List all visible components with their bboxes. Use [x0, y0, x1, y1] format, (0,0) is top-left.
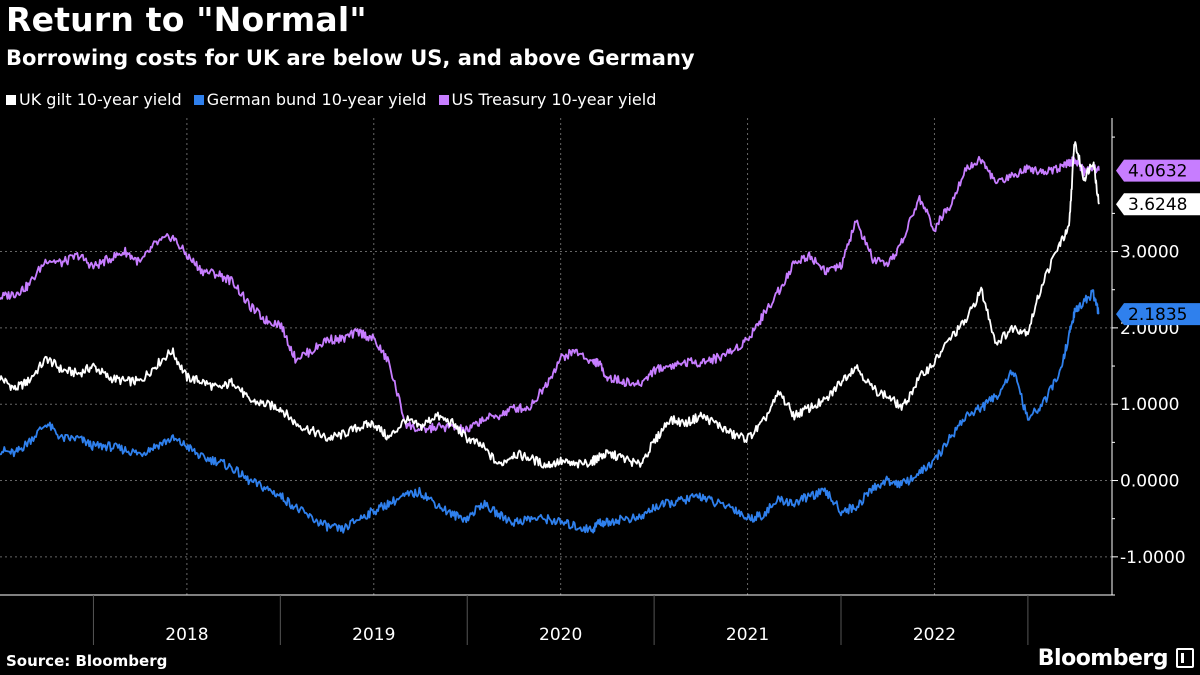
end-value-badge: [1116, 193, 1200, 216]
legend-swatch-de: [193, 94, 204, 105]
end-value-label: 3.6248: [1128, 195, 1187, 215]
x-tick-label: 2019: [352, 625, 395, 645]
source-note: Source: Bloomberg: [6, 652, 168, 670]
legend-label-uk: UK gilt 10-year yield: [19, 90, 182, 109]
y-tick-label: 1.0000: [1120, 395, 1179, 415]
brand-icon: [1176, 648, 1194, 668]
series-line-0: [0, 141, 1100, 469]
x-tick-label: 2021: [726, 625, 769, 645]
legend-swatch-uk: [6, 94, 16, 105]
end-value-label: 4.0632: [1128, 162, 1187, 182]
end-value-label: 2.1835: [1128, 305, 1187, 325]
y-tick-label: -1.0000: [1120, 548, 1186, 568]
legend-label-us: US Treasury 10-year yield: [451, 90, 657, 109]
chart-title: Return to "Normal": [6, 0, 367, 39]
x-tick-label: 2018: [165, 625, 208, 645]
legend-item-de: German bund 10-year yield: [193, 90, 427, 109]
chart-legend: UK gilt 10-year yield German bund 10-yea…: [6, 90, 656, 109]
series-line-1: [0, 289, 1100, 534]
x-tick-label: 2022: [913, 625, 956, 645]
legend-label-de: German bund 10-year yield: [206, 90, 427, 109]
series-line-2: [0, 155, 1100, 435]
x-tick-label: 2020: [539, 625, 582, 645]
end-value-badge: [1116, 159, 1200, 182]
chart-subtitle: Borrowing costs for UK are below US, and…: [6, 46, 695, 70]
end-value-badge: [1116, 303, 1200, 326]
y-tick-label: 0.0000: [1120, 472, 1179, 492]
y-tick-label: 3.0000: [1120, 243, 1179, 263]
legend-item-uk: UK gilt 10-year yield: [6, 90, 182, 109]
brand-logo: Bloomberg: [1037, 646, 1169, 671]
legend-item-us: US Treasury 10-year yield: [438, 90, 657, 109]
legend-swatch-us: [438, 94, 449, 105]
